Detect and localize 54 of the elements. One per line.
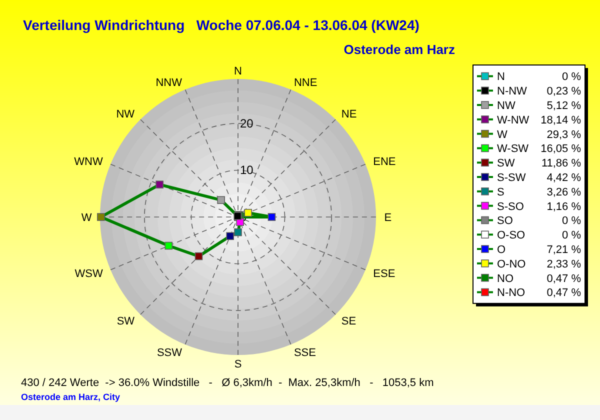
text: W xyxy=(497,128,508,141)
text: NW xyxy=(497,100,516,112)
text: N-NW xyxy=(497,86,528,98)
text: 18,14 % xyxy=(540,114,582,126)
spoke-label: E xyxy=(384,212,392,224)
text: 7,21 % xyxy=(546,244,582,256)
spoke-label: NW xyxy=(116,108,136,121)
text: W-NW xyxy=(497,114,530,126)
spoke-label: S xyxy=(234,358,242,370)
text: O-SO xyxy=(497,230,526,242)
text: S xyxy=(497,186,504,198)
spoke-label: WNW xyxy=(74,156,104,168)
text: 0 % xyxy=(562,215,582,228)
text: 3,26 % xyxy=(546,186,582,198)
spoke-label: SW xyxy=(116,315,136,328)
text: 0,47 % xyxy=(546,272,582,285)
text: 0,23 % xyxy=(546,86,582,98)
spoke-label: SSE xyxy=(294,347,316,360)
text: 1,16 % xyxy=(546,200,582,213)
spoke-label: NE xyxy=(341,108,357,121)
text: 2,33 % xyxy=(546,258,582,270)
spoke-label: WSW xyxy=(74,268,104,280)
text: Osterode am Harz, City xyxy=(21,392,120,402)
text: O-NO xyxy=(497,258,526,270)
y-tick-label: 20 xyxy=(240,116,254,130)
text: 0,47 % xyxy=(546,287,582,300)
text: NO xyxy=(497,272,514,285)
text: N-NO xyxy=(497,287,526,300)
text: 29,3 % xyxy=(546,128,582,141)
chart-subtitle: Osterode am Harz xyxy=(344,42,456,57)
spoke-label: W xyxy=(81,212,92,224)
spoke-label: ENE xyxy=(373,156,396,168)
chart-title: Verteilung Windrichtung Woche 07.06.04 - 13.06.04 (KW24) xyxy=(23,17,420,33)
y-tick-label: 10 xyxy=(240,163,254,178)
text: 4,42 % xyxy=(546,172,582,184)
spoke-label: SE xyxy=(341,315,356,328)
text: 0 % xyxy=(562,230,582,242)
spoke-label: SSW xyxy=(156,347,183,360)
text: S-SO xyxy=(497,200,524,213)
spoke-label: NNE xyxy=(294,76,318,89)
text: SO xyxy=(497,215,514,228)
text: N xyxy=(497,71,505,84)
spoke-label: ESE xyxy=(373,268,396,280)
spoke-label: N xyxy=(234,66,242,78)
text: 430 / 242 Werte -> 36.0% Windstille - Ø 6,3km/h - Max. 25,3km/h - 1053,5 km xyxy=(21,377,434,389)
text: 16,05 % xyxy=(540,143,582,156)
text: SW xyxy=(497,158,516,170)
text: 5,12 % xyxy=(546,100,582,112)
text: 11,86 % xyxy=(541,158,582,170)
text: S-SW xyxy=(497,172,526,184)
text: W-SW xyxy=(497,143,530,156)
text: O xyxy=(497,244,506,256)
text: 0 % xyxy=(562,71,582,84)
spoke-label: NNW xyxy=(156,76,183,89)
